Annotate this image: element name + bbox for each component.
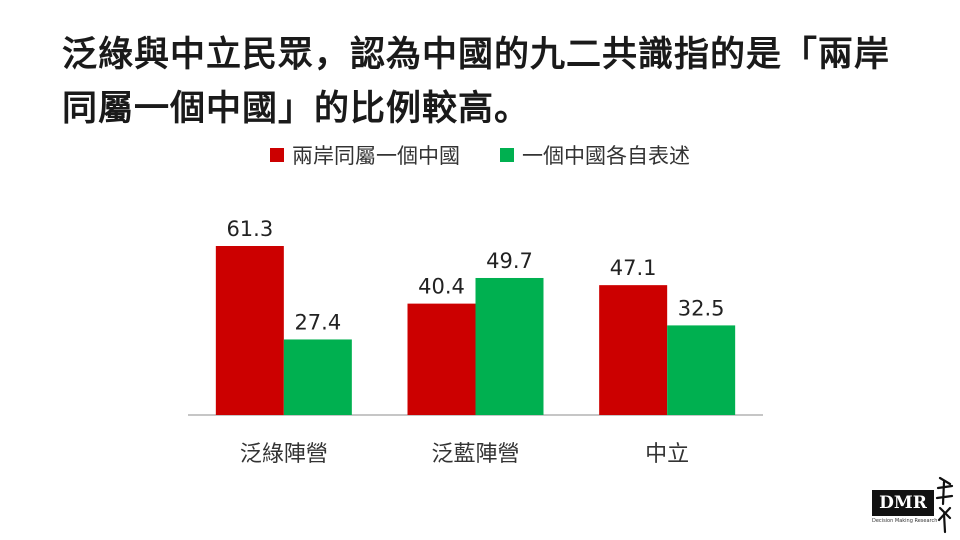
- dmr-logo: DMR Decision Making Research: [872, 474, 956, 534]
- logo-subtext: Decision Making Research: [872, 518, 938, 524]
- bar-series2-2: [475, 277, 544, 415]
- bar-series2-1: [283, 339, 352, 415]
- data-label-series2-2: 49.7: [486, 249, 533, 273]
- legend-item-series2: 一個中國各自表述: [500, 140, 690, 170]
- bar-series1-1: [215, 246, 284, 415]
- x-tick-label-1: 泛綠陣營: [240, 442, 328, 467]
- bar-series1-2: [407, 303, 476, 415]
- data-label-series2-3: 32.5: [678, 296, 725, 320]
- logo-mark: DMR: [872, 490, 934, 516]
- data-label-series2-1: 27.4: [294, 310, 341, 334]
- legend-swatch-series2: [500, 148, 514, 162]
- legend-label-series2: 一個中國各自表述: [522, 144, 690, 168]
- bar-series2-3: [667, 325, 736, 415]
- data-label-series1-1: 61.3: [226, 217, 273, 241]
- slide-title: 泛綠與中立民眾，認為中國的九二共識指的是「兩岸同屬一個中國」的比例較高。: [62, 35, 891, 129]
- legend-swatch-series1: [270, 148, 284, 162]
- legend-label-series1: 兩岸同屬一個中國: [292, 144, 460, 168]
- x-tick-label-3: 中立: [645, 442, 689, 467]
- x-tick-label-2: 泛藍陣營: [431, 442, 519, 467]
- legend-item-series1: 兩岸同屬一個中國: [270, 140, 460, 170]
- data-label-series1-3: 47.1: [610, 256, 657, 280]
- brush-calligraphy-icon: [935, 476, 954, 534]
- data-label-series1-2: 40.4: [418, 275, 465, 299]
- chart-legend: 兩岸同屬一個中國 一個中國各自表述: [0, 140, 960, 170]
- bar-series1-3: [599, 285, 668, 415]
